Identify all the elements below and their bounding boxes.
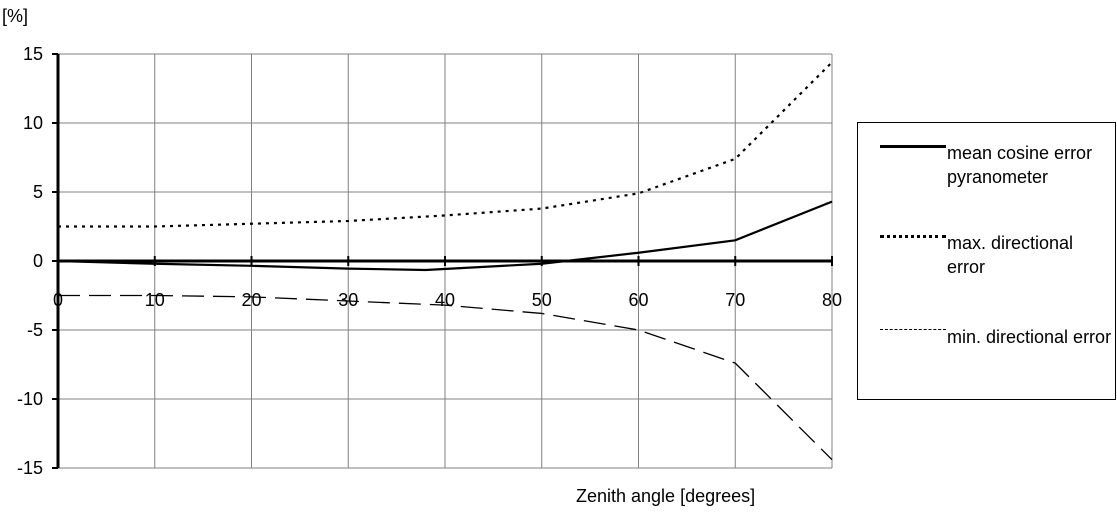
legend-label: min. directional error — [947, 327, 1112, 347]
y-tick-label: 0 — [33, 251, 43, 271]
x-tick-label: 70 — [725, 290, 745, 310]
x-tick-label: 30 — [338, 290, 358, 310]
x-axis-label: Zenith angle [degrees] — [576, 486, 755, 506]
legend: mean cosine error pyranometer max. direc… — [857, 122, 1116, 400]
x-tick-label: 20 — [241, 290, 261, 310]
x-tick-label: 60 — [628, 290, 648, 310]
y-tick-label: -15 — [17, 458, 43, 478]
x-tick-label: 0 — [53, 290, 63, 310]
axes — [52, 53, 833, 469]
legend-label: max. directional error — [947, 233, 1074, 277]
y-axis-label: [%] — [2, 6, 28, 26]
x-tick-label: 40 — [435, 290, 455, 310]
x-tick-label: 80 — [822, 290, 842, 310]
legend-label: mean cosine error pyranometer — [947, 143, 1093, 187]
y-tick-label: 10 — [23, 113, 43, 133]
y-tick-label: 15 — [23, 44, 43, 64]
legend-swatch-dotted — [880, 235, 946, 238]
y-tick-label: -5 — [27, 320, 43, 340]
legend-swatch-solid — [880, 145, 946, 148]
y-tick-label: 5 — [33, 182, 43, 202]
series-line-dotted — [58, 61, 833, 228]
series-line-solid — [57, 200, 833, 272]
y-tick-label: -10 — [17, 389, 43, 409]
x-tick-label: 50 — [532, 290, 552, 310]
series-layer — [57, 61, 833, 461]
legend-swatch-dashed — [880, 329, 946, 330]
x-tick-label: 10 — [145, 290, 165, 310]
series-line-dashed — [58, 294, 833, 461]
